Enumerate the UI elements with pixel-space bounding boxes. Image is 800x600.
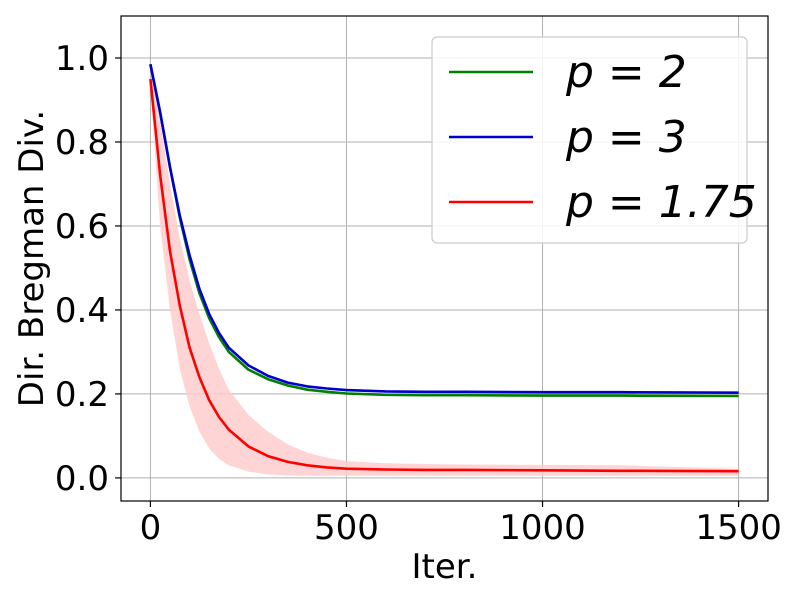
plot-frame [120, 15, 769, 502]
series-1-line [149, 64, 739, 395]
legend-label-0: p = 2 [565, 47, 687, 98]
y-tick-label: 1.0 [55, 39, 109, 79]
series-2-line [149, 78, 739, 473]
legend-label-2: p = 1.75 [565, 177, 757, 228]
x-tick-label: 1000 [499, 508, 586, 548]
legend: p = 2 p = 3 p = 1.75 [431, 36, 757, 244]
y-tick-label: 0.2 [55, 375, 109, 415]
x-tick-label: 500 [314, 508, 379, 548]
confidence-bands [150, 62, 739, 476]
y-tick-label: 0.4 [55, 291, 109, 331]
x-tick-label: 1500 [695, 508, 782, 548]
series-2-band [150, 62, 739, 476]
y-tick-label: 0.0 [55, 459, 109, 499]
y-tick-label: 0.8 [55, 123, 109, 163]
x-tick-label: 0 [140, 508, 162, 548]
y-axis-label: Dir. Bregman Div. [12, 110, 52, 407]
series-lines [149, 64, 739, 473]
axis-ticks: 0 500 1000 1500 0.0 0.2 0.4 0.6 0.8 1.0 [55, 39, 782, 548]
legend-box [431, 36, 748, 244]
legend-label-1: p = 3 [565, 112, 687, 163]
x-axis-label: Iter. [412, 547, 478, 587]
y-tick-label: 0.6 [55, 207, 109, 247]
